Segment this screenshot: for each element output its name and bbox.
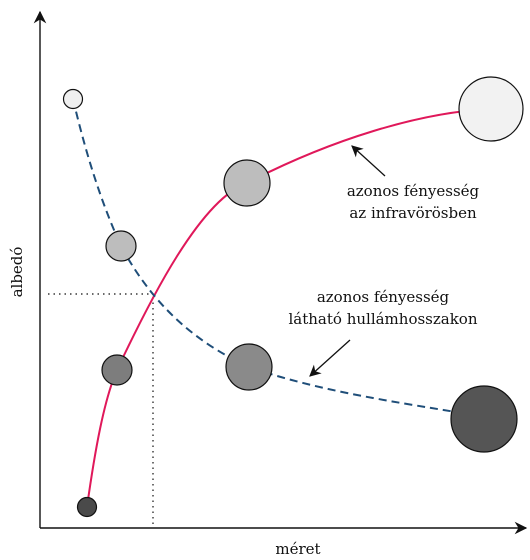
visible-point-3 bbox=[225, 343, 273, 391]
y-axis-label: albedó bbox=[8, 247, 26, 298]
visible-label-line1: azonos fényesség bbox=[317, 288, 450, 306]
infrared-curve bbox=[86, 108, 492, 508]
visible-point-4 bbox=[450, 385, 518, 453]
infrared-point-1 bbox=[76, 496, 98, 518]
x-axis-label: méret bbox=[275, 540, 320, 558]
visible-annotation-arrow bbox=[309, 339, 351, 377]
infrared-label-line1: azonos fényesség bbox=[347, 182, 480, 200]
infrared-point-4 bbox=[458, 76, 524, 142]
visible-curve bbox=[72, 98, 485, 418]
visible-point-2 bbox=[105, 230, 137, 262]
infrared-point-3 bbox=[223, 159, 271, 207]
infrared-annotation-arrow bbox=[351, 145, 386, 177]
infrared-point-2 bbox=[101, 354, 133, 386]
visible-label-line2: látható hullámhosszakon bbox=[289, 310, 478, 328]
infrared-label-line2: az infravörösben bbox=[349, 204, 477, 222]
visible-point-1 bbox=[62, 88, 84, 110]
